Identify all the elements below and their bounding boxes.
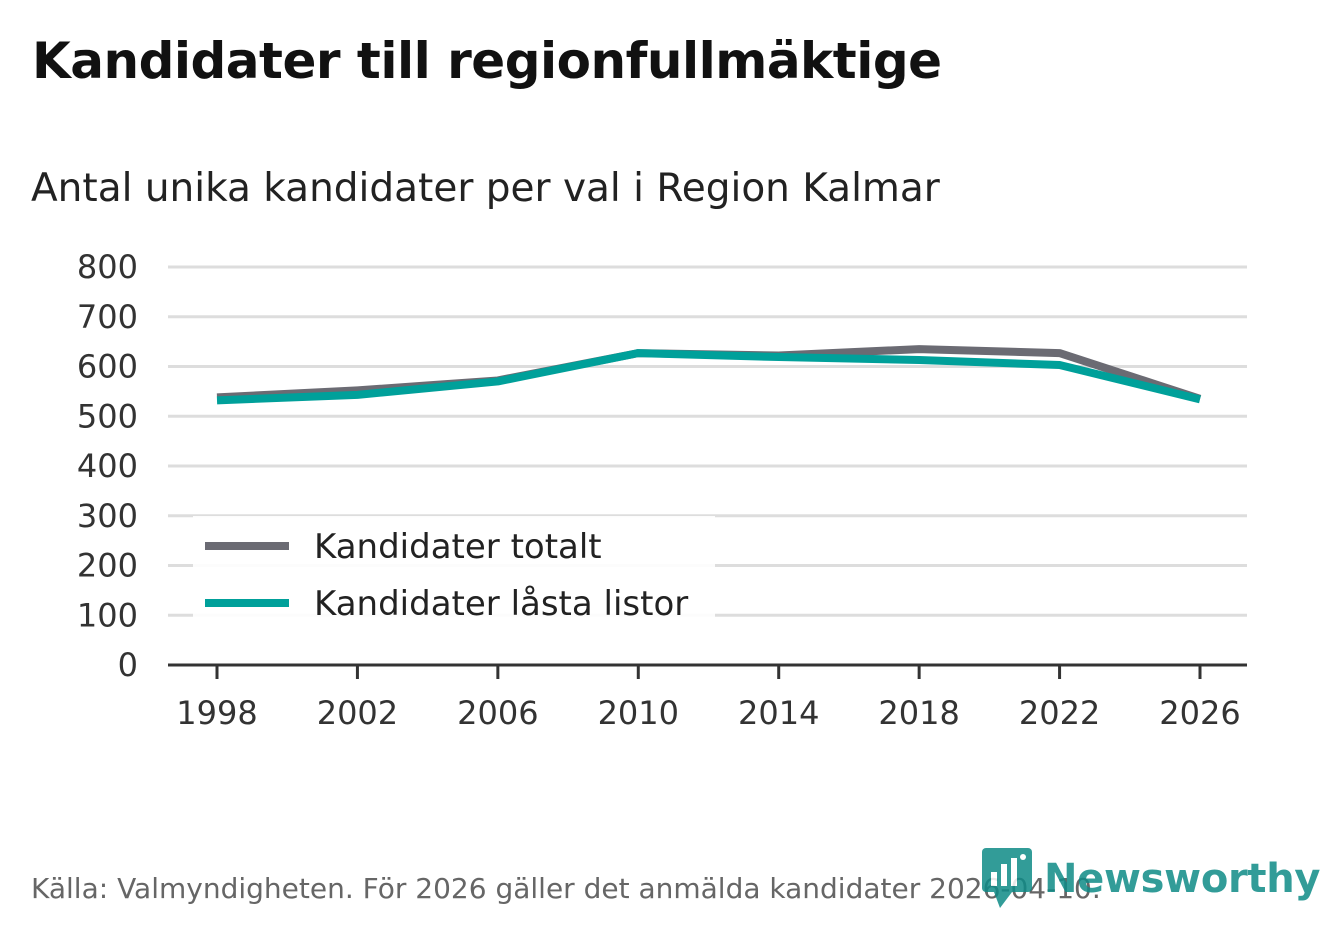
y-tick-label: 0 — [118, 646, 138, 684]
y-tick-label: 600 — [77, 348, 138, 386]
x-tick-label: 2002 — [317, 694, 398, 732]
newsworthy-logo: Newsworthy — [982, 848, 1321, 910]
brand-name: Newsworthy — [1044, 856, 1321, 902]
x-tick-label: 2006 — [457, 694, 538, 732]
x-axis-ticks: 1998 2002 2006 2010 2014 2018 2022 2026 — [176, 665, 1241, 732]
y-tick-label: 500 — [77, 397, 138, 435]
y-tick-label: 300 — [77, 497, 138, 535]
chart-subtitle: Antal unika kandidater per val i Region … — [31, 166, 940, 211]
x-tick-label: 2014 — [738, 694, 819, 732]
y-tick-label: 700 — [77, 298, 138, 336]
legend-label-total: Kandidater totalt — [314, 527, 602, 567]
y-axis-ticks: 0 100 200 300 400 500 600 700 800 — [77, 248, 138, 684]
gridlines — [168, 265, 1247, 617]
chart-title: Kandidater till regionfullmäktige — [32, 32, 942, 90]
legend: Kandidater totalt Kandidater låsta listo… — [193, 516, 715, 632]
x-tick-label: 1998 — [176, 694, 257, 732]
y-tick-label: 400 — [77, 447, 138, 485]
series-line-locked — [216, 349, 1201, 405]
y-tick-label: 100 — [77, 596, 138, 634]
x-tick-label: 2022 — [1019, 694, 1100, 732]
source-note: Källa: Valmyndigheten. För 2026 gäller d… — [31, 872, 1101, 905]
y-tick-label: 800 — [77, 248, 138, 286]
x-tick-label: 2018 — [878, 694, 959, 732]
legend-background — [193, 516, 715, 632]
x-tick-label: 2010 — [598, 694, 679, 732]
series-lines — [216, 345, 1202, 405]
y-tick-label: 200 — [77, 547, 138, 585]
x-tick-label: 2026 — [1159, 694, 1240, 732]
newsworthy-logo-icon — [982, 848, 1032, 908]
legend-label-locked: Kandidater låsta listor — [314, 584, 688, 624]
